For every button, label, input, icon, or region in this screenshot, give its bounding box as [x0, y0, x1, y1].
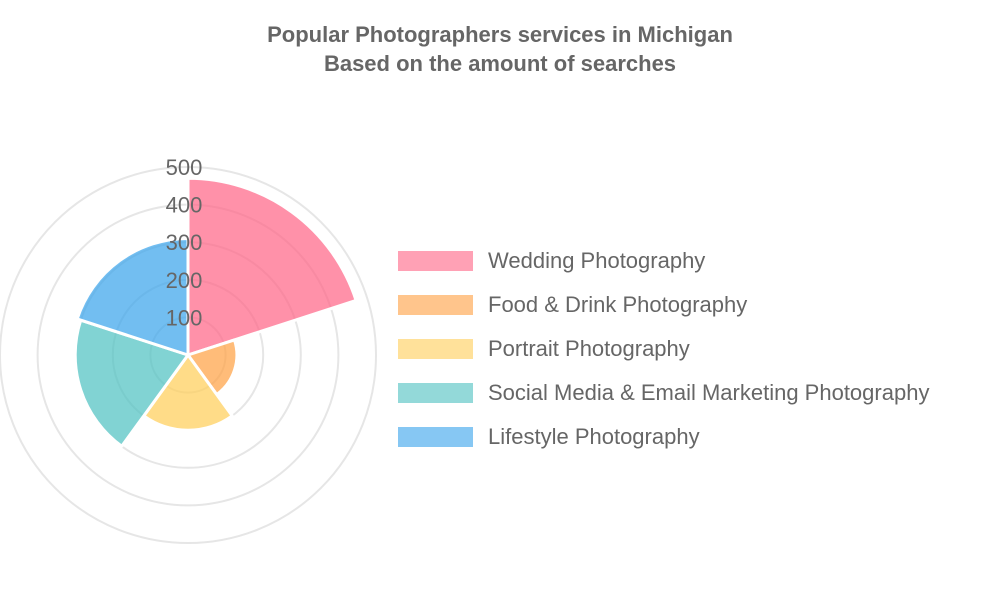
legend-item-food-drink[interactable]: Food & Drink Photography: [398, 292, 929, 336]
legend-item-lifestyle[interactable]: Lifestyle Photography: [398, 424, 929, 468]
slice-lifestyle-photography[interactable]: [75, 236, 190, 357]
legend-label: Social Media & Email Marketing Photograp…: [488, 380, 930, 405]
legend-swatch: [398, 339, 473, 359]
legend-item-portrait[interactable]: Portrait Photography: [398, 336, 929, 380]
legend-swatch: [398, 295, 473, 315]
chart-title-line-2: Based on the amount of searches: [323, 51, 677, 76]
legend-label: Portrait Photography: [488, 336, 690, 361]
slice-portrait-photography[interactable]: [142, 353, 234, 432]
slice-food-drink-photography[interactable]: [186, 338, 239, 397]
tick-label-200: 200: [166, 268, 203, 293]
legend-label: Wedding Photography: [488, 248, 706, 273]
slice-wedding-photography[interactable]: [186, 176, 358, 357]
legend-swatch: [398, 251, 473, 271]
slice-social-media-email-marketing-photography[interactable]: [73, 318, 190, 448]
legend-item-social-media[interactable]: Social Media & Email Marketing Photograp…: [398, 380, 929, 424]
chart-title: Popular Photographers services in Michig…: [0, 20, 1000, 78]
polar-slices: [73, 176, 358, 448]
legend-swatch: [398, 427, 473, 447]
tick-label-100: 100: [166, 305, 203, 330]
legend-label: Food & Drink Photography: [488, 292, 748, 317]
legend-item-wedding[interactable]: Wedding Photography: [398, 248, 929, 292]
tick-label-400: 400: [166, 193, 203, 218]
radial-tick-labels: 100 200 300 400 500: [166, 155, 203, 330]
chart-title-line-1: Popular Photographers services in Michig…: [267, 22, 733, 47]
tick-label-300: 300: [166, 230, 203, 255]
legend-label: Lifestyle Photography: [488, 424, 700, 449]
chart-legend: Wedding Photography Food & Drink Photogr…: [398, 248, 929, 468]
grid-circle-500: [0, 166, 377, 544]
tick-label-500: 500: [166, 155, 203, 180]
legend-swatch: [398, 383, 473, 403]
